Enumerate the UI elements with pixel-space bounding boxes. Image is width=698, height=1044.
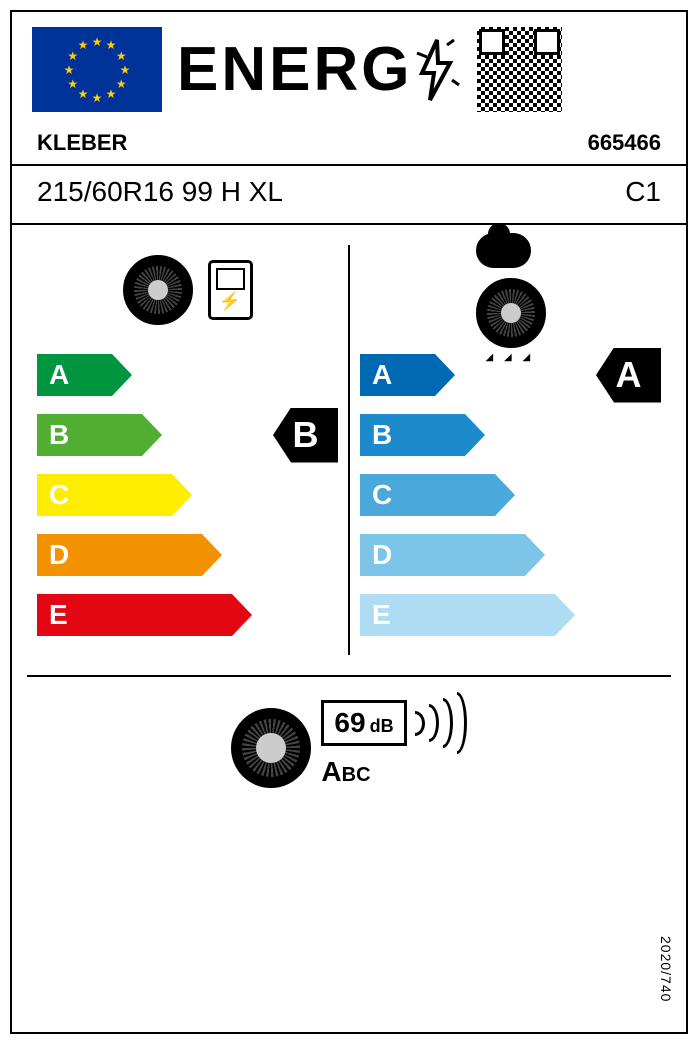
noise-classes: ABC [321,756,466,788]
regulation-number: 2020/740 [658,936,674,1002]
tire-class: C1 [625,176,661,208]
rating-bar-A: A [37,354,132,396]
energy-label: ★★★★★★★★★★★★ ENERG KLEBER 665466 215/60R… [10,10,688,1034]
noise-unit: dB [370,716,394,737]
spec-row: 215/60R16 99 H XL C1 [12,166,686,225]
rating-bar-row: A [37,350,338,400]
qr-code-icon [477,27,562,112]
header: ★★★★★★★★★★★★ ENERG [12,12,686,122]
rain-cloud-icon [476,233,531,268]
rating-indicator: B [273,408,338,463]
tire-icon [231,708,311,788]
brand-name: KLEBER [37,130,127,156]
rating-indicator: A [596,348,661,403]
rating-bar-E: E [37,594,252,636]
rating-bar-row: E [360,590,661,640]
rating-bar-row: AA [360,350,661,400]
noise-value-box: 69 dB [321,700,406,746]
rating-bar-B: B [37,414,162,456]
rating-bar-row: B [360,410,661,460]
rating-bar-row: D [37,530,338,580]
tire-size: 215/60R16 99 H XL [37,176,283,208]
fuel-efficiency-chart: ABBCDE [27,225,348,675]
rating-bar-A: A [360,354,455,396]
rating-bar-row: BB [37,410,338,460]
rating-bar-row: C [37,470,338,520]
sound-waves-icon [415,692,467,754]
rating-bar-C: C [360,474,515,516]
rating-bar-D: D [360,534,545,576]
brand-row: KLEBER 665466 [12,122,686,166]
lightning-icon [412,35,462,105]
rating-bar-row: C [360,470,661,520]
rating-bar-row: E [37,590,338,640]
energy-title: ENERG [177,34,462,105]
wet-grip-chart: ◢ ◢ ◢ AABCDE [350,225,671,675]
noise-section: 69 dB ABC [27,675,671,808]
rating-bar-D: D [37,534,222,576]
charts: ABBCDE ◢ ◢ ◢ AABCDE [12,225,686,675]
rating-bar-E: E [360,594,575,636]
noise-value: 69 [334,707,365,739]
rating-bar-B: B [360,414,485,456]
brand-code: 665466 [588,130,661,156]
rating-bar-row: D [360,530,661,580]
rating-bar-C: C [37,474,192,516]
tire-icon [476,278,546,348]
eu-flag-icon: ★★★★★★★★★★★★ [32,27,162,112]
tire-icon [123,255,193,325]
fuel-pump-icon [208,260,253,320]
